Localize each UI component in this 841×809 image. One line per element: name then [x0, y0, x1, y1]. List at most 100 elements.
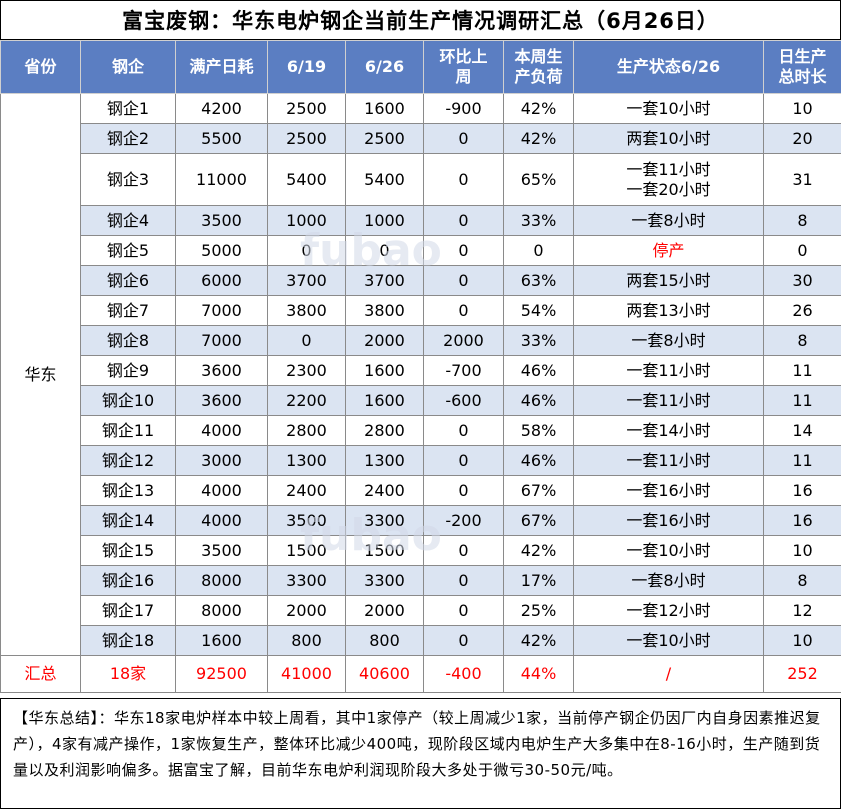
total-full-capacity-cell: 92500 — [175, 655, 268, 693]
output-0626-cell: 1600 — [345, 355, 424, 386]
company-cell: 钢企8 — [80, 325, 176, 356]
full-capacity-cell: 11000 — [175, 153, 268, 206]
header-hours: 日生产 总时长 — [763, 40, 841, 94]
full-capacity-cell: 7000 — [175, 325, 268, 356]
status-line-1: 两套15小时 — [626, 270, 711, 290]
wow-change-cell: 0 — [423, 235, 504, 266]
table-row: 钢企6 6000 3700 3700 0 63% 两套15小时 30 — [1, 265, 841, 296]
summary-text: 【华东总结】：华东18家电炉样本中较上周看，其中1家停产（较上周减少1家，当前停… — [0, 698, 841, 809]
status-cell: 一套8小时 — [573, 565, 764, 596]
total-hours-cell: 252 — [763, 655, 841, 693]
status-line-1: 一套11小时 — [626, 390, 711, 410]
wow-change-cell: 0 — [423, 265, 504, 296]
output-0619-cell: 3500 — [267, 505, 346, 536]
total-row: 汇总 18家 92500 41000 40600 -400 44%/252 — [0, 655, 841, 693]
total-company-cell: 18家 — [80, 655, 176, 693]
hours-cell: 8 — [763, 565, 841, 596]
hours-cell: 8 — [763, 205, 841, 236]
status-cell: 一套11小时 — [573, 385, 764, 416]
table-row: 钢企4 3500 1000 1000 0 33% 一套8小时 8 — [1, 205, 841, 236]
status-line-1: 一套8小时 — [631, 210, 706, 230]
status-cell: 一套11小时 — [573, 445, 764, 476]
full-capacity-cell: 8000 — [175, 565, 268, 596]
load-cell: 46% — [503, 385, 574, 416]
header-load-line1: 本周生 — [514, 47, 563, 66]
output-0626-cell: 3300 — [345, 565, 424, 596]
output-0626-cell: 3700 — [345, 265, 424, 296]
header-load-line2: 产负荷 — [514, 67, 563, 86]
status-cell: 一套16小时 — [573, 475, 764, 506]
wow-change-cell: 0 — [423, 445, 504, 476]
status-cell: 停产 — [573, 235, 764, 266]
table-body: 华东 钢企1 4200 2500 1600 -900 42% 一套10小时 10 钢企2 5500 2… — [0, 93, 841, 693]
output-0619-cell: 0 — [267, 235, 346, 266]
output-0619-cell: 3300 — [267, 565, 346, 596]
report-title: 富宝废钢：华东电炉钢企当前生产情况调研汇总（6月26日） — [0, 0, 841, 40]
load-cell: 33% — [503, 325, 574, 356]
full-capacity-cell: 4000 — [175, 475, 268, 506]
wow-change-cell: 0 — [423, 415, 504, 446]
full-capacity-cell: 3600 — [175, 385, 268, 416]
status-line-1: 一套10小时 — [626, 630, 711, 650]
output-0626-cell: 3300 — [345, 505, 424, 536]
wow-change-cell: 0 — [423, 123, 504, 154]
full-capacity-cell: 4000 — [175, 505, 268, 536]
wow-change-cell: 0 — [423, 295, 504, 326]
company-cell: 钢企12 — [80, 445, 176, 476]
company-cell: 钢企2 — [80, 123, 176, 154]
output-0626-cell: 3800 — [345, 295, 424, 326]
hours-cell: 10 — [763, 93, 841, 124]
wow-change-cell: -900 — [423, 93, 504, 124]
total-0626-cell: 40600 — [345, 655, 424, 693]
hours-cell: 14 — [763, 415, 841, 446]
load-cell: 0 — [503, 235, 574, 266]
header-row: 省份 钢企 满产日耗 6/19 6/26 环比上周 本周生 产负荷 生产状态6/2… — [0, 40, 841, 94]
company-cell: 钢企1 — [80, 93, 176, 124]
output-0619-cell: 2500 — [267, 93, 346, 124]
status-cell: 一套10小时 — [573, 625, 764, 656]
output-0619-cell: 2200 — [267, 385, 346, 416]
output-0626-cell: 1500 — [345, 535, 424, 566]
load-cell: 67% — [503, 505, 574, 536]
hours-cell: 0 — [763, 235, 841, 266]
output-0619-cell: 800 — [267, 625, 346, 656]
load-cell: 63% — [503, 265, 574, 296]
company-cell: 钢企7 — [80, 295, 176, 326]
wow-change-cell: 0 — [423, 535, 504, 566]
output-0626-cell: 0 — [345, 235, 424, 266]
table-row: 钢企5 5000 0 0 0 0 停产 0 — [1, 235, 841, 266]
company-cell: 钢企11 — [80, 415, 176, 446]
table-row: 钢企10 3600 2200 1600 -600 46% 一套11小时 11 — [1, 385, 841, 416]
full-capacity-cell: 1600 — [175, 625, 268, 656]
header-0619: 6/19 — [267, 40, 346, 94]
company-cell: 钢企18 — [80, 625, 176, 656]
hours-cell: 11 — [763, 385, 841, 416]
table-row: 钢企14 4000 3500 3300 -200 67% 一套16小时 16 — [1, 505, 841, 536]
company-cell: 钢企17 — [80, 595, 176, 626]
wow-change-cell: 0 — [423, 565, 504, 596]
full-capacity-cell: 8000 — [175, 595, 268, 626]
output-0619-cell: 2000 — [267, 595, 346, 626]
wow-change-cell: 2000 — [423, 325, 504, 356]
output-0619-cell: 2300 — [267, 355, 346, 386]
table-row: 钢企12 3000 1300 1300 0 46% 一套11小时 11 — [1, 445, 841, 476]
output-0626-cell: 2500 — [345, 123, 424, 154]
total-status-cell: / — [573, 655, 764, 693]
table-row: 钢企15 3500 1500 1500 0 42% 一套10小时 10 — [1, 535, 841, 566]
table-row: 钢企9 3600 2300 1600 -700 46% 一套11小时 11 — [1, 355, 841, 386]
output-0626-cell: 1600 — [345, 93, 424, 124]
wow-change-cell: 0 — [423, 595, 504, 626]
status-line-1: 一套11小时 — [626, 159, 711, 179]
company-cell: 钢企5 — [80, 235, 176, 266]
status-line-1: 一套10小时 — [626, 540, 711, 560]
company-cell: 钢企9 — [80, 355, 176, 386]
table-row: 钢企11 4000 2800 2800 0 58% 一套14小时 14 — [1, 415, 841, 446]
header-wow-line2: 周 — [455, 67, 472, 86]
status-line-1: 一套8小时 — [631, 330, 706, 350]
wow-change-cell: 0 — [423, 625, 504, 656]
load-cell: 33% — [503, 205, 574, 236]
output-0626-cell: 2400 — [345, 475, 424, 506]
table-row: 钢企13 4000 2400 2400 0 67% 一套16小时 16 — [1, 475, 841, 506]
output-0626-cell: 800 — [345, 625, 424, 656]
status-cell: 一套10小时 — [573, 93, 764, 124]
